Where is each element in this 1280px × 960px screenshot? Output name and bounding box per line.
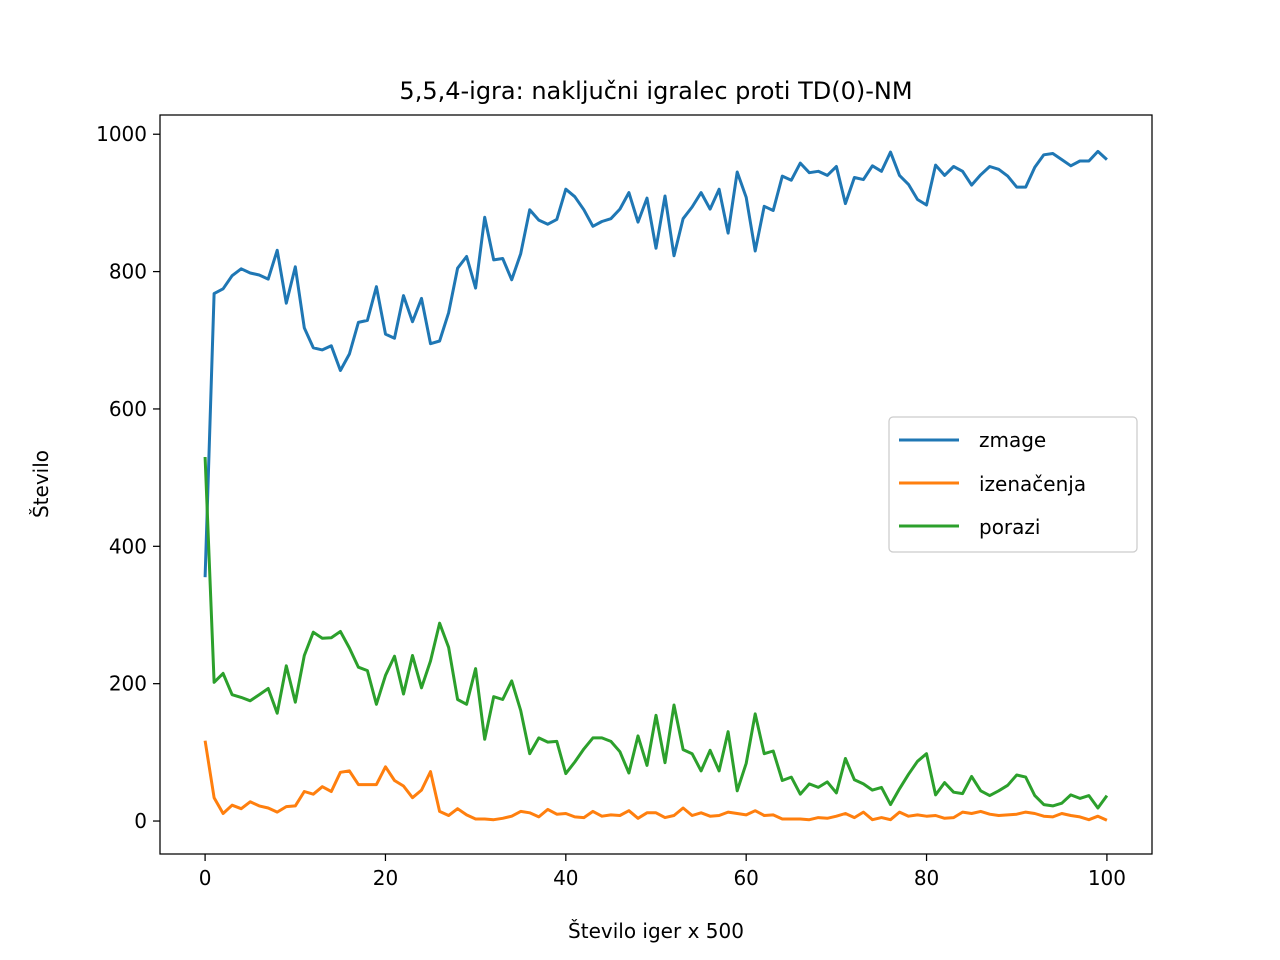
y-tick-label: 600 bbox=[109, 397, 147, 421]
x-tick-label: 80 bbox=[914, 866, 939, 890]
chart-title: 5,5,4-igra: naključni igralec proti TD(0… bbox=[399, 77, 912, 105]
y-tick-label: 400 bbox=[109, 534, 147, 558]
y-tick-label: 1000 bbox=[96, 122, 147, 146]
legend-label-zmage: zmage bbox=[979, 428, 1046, 452]
x-axis: 0 20 40 60 80 100 bbox=[199, 854, 1126, 890]
series-line-2 bbox=[203, 456, 1109, 810]
series-line-0 bbox=[203, 149, 1108, 578]
x-axis-label: Število iger x 500 bbox=[568, 919, 744, 943]
legend-frame bbox=[888, 416, 1138, 553]
x-tick-label: 40 bbox=[553, 866, 578, 890]
legend-label-izenacenja: izenačenja bbox=[979, 472, 1086, 496]
y-tick-label: 200 bbox=[109, 672, 147, 696]
plot-frame bbox=[159, 114, 1153, 855]
series-line-1 bbox=[203, 740, 1108, 822]
x-tick-label: 60 bbox=[733, 866, 758, 890]
x-tick-label: 100 bbox=[1088, 866, 1126, 890]
y-tick-label: 800 bbox=[109, 260, 147, 284]
legend-label-porazi: porazi bbox=[979, 515, 1040, 539]
y-tick-label: 0 bbox=[134, 809, 147, 833]
series-lines bbox=[203, 149, 1109, 822]
x-tick-label: 0 bbox=[199, 866, 212, 890]
y-axis: 0 200 400 600 800 1000 bbox=[96, 122, 160, 833]
legend: zmage izenačenja porazi bbox=[888, 416, 1138, 553]
x-tick-label: 20 bbox=[373, 866, 398, 890]
y-axis-label: Število bbox=[29, 450, 53, 518]
